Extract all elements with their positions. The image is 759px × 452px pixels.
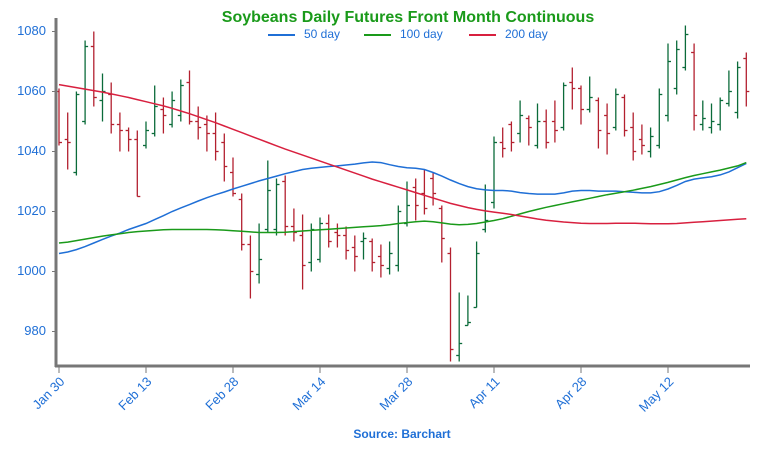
chart-title: Soybeans Daily Futures Front Month Conti… (222, 9, 595, 26)
moving-average-line (58, 161, 747, 255)
source: Source: Barchart (353, 427, 450, 441)
y-tick-label: 1000 (17, 263, 46, 278)
legend-label: 50 day (304, 27, 340, 41)
y-tick-label: 1060 (17, 83, 46, 98)
legend-label: 100 day (400, 27, 443, 41)
y-tick-label: 980 (24, 323, 46, 338)
legend-label: 200 day (505, 27, 548, 41)
y-tick-label: 1040 (17, 143, 46, 158)
moving-average-line (58, 161, 747, 244)
moving-average-line (58, 83, 747, 225)
y-tick-label: 1020 (17, 203, 46, 218)
y-tick-label: 1080 (17, 23, 46, 38)
